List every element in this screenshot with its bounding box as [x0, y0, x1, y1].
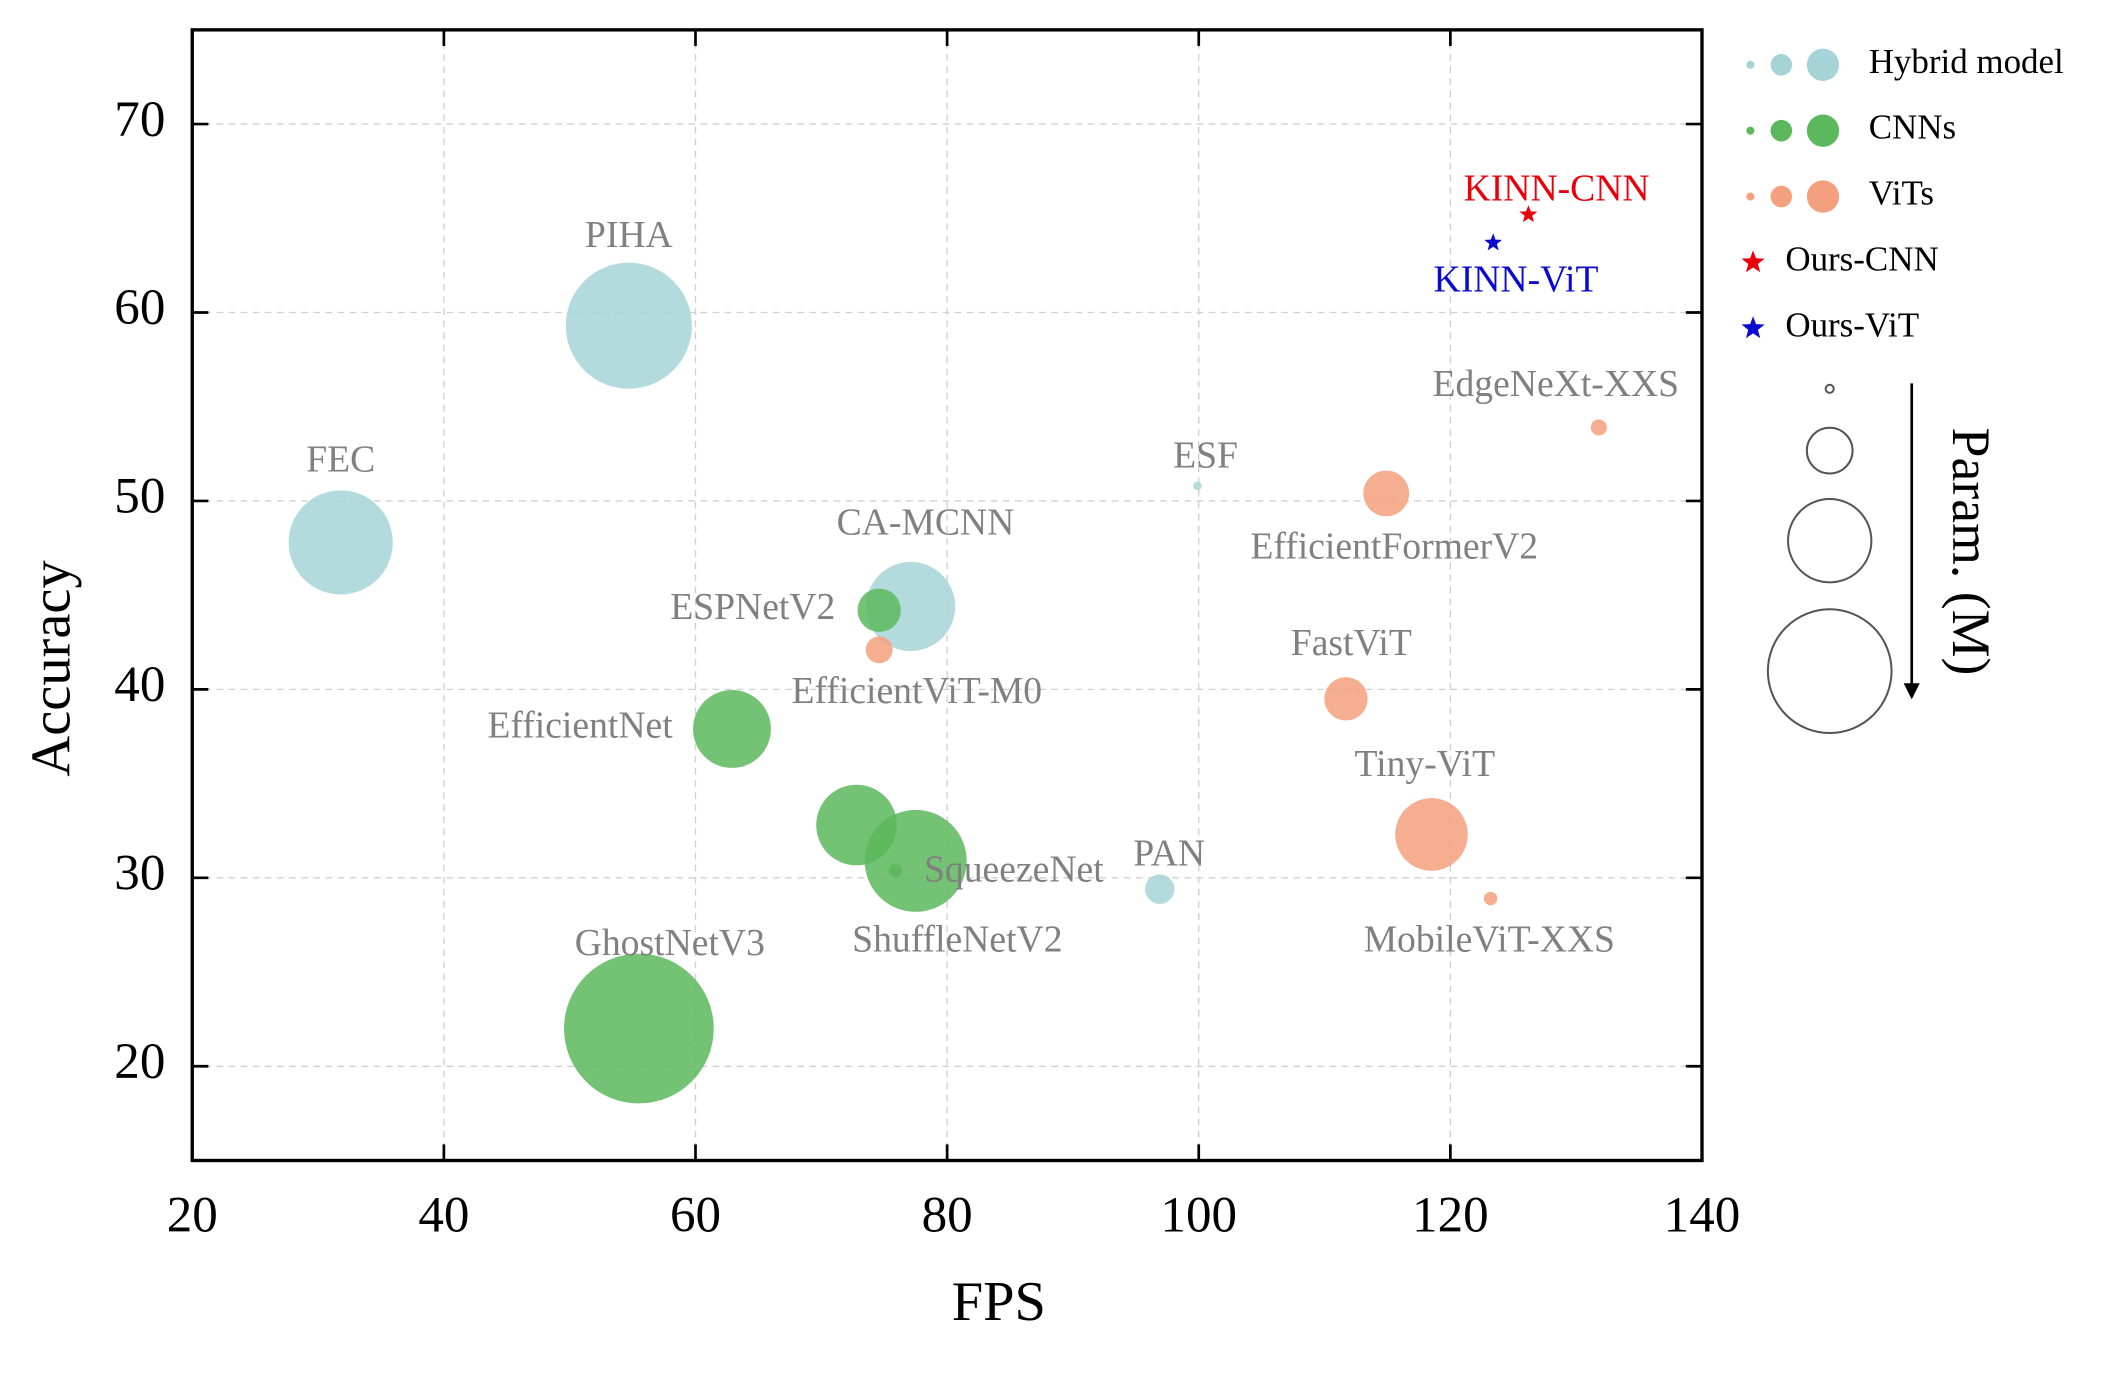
x-tick-label: 40: [418, 1186, 469, 1243]
bubble: [1145, 874, 1175, 904]
y-tick-label: 40: [114, 656, 165, 713]
x-tick-label: 100: [1160, 1186, 1237, 1243]
point-label: GhostNetV3: [575, 922, 765, 964]
legend-marker: [1806, 180, 1840, 213]
size-arrow-head: [1903, 683, 1920, 700]
size-legend-circle: [1824, 383, 1835, 394]
legend-label: CNNs: [1869, 108, 1956, 147]
x-tick-label: 80: [922, 1186, 973, 1243]
legend-marker: [1741, 316, 1765, 339]
y-tick-label: 70: [114, 91, 165, 148]
star-point: [1484, 233, 1503, 251]
x-tick-label: 120: [1412, 1186, 1489, 1243]
point-label: ShuffleNetV2: [852, 919, 1062, 961]
bubble: [1395, 798, 1468, 871]
size-legend-circle: [1805, 426, 1854, 475]
legend-marker: [1770, 119, 1793, 142]
bubble: [1363, 470, 1410, 517]
point-label: PIHA: [585, 214, 673, 256]
size-legend-circle: [1766, 608, 1893, 734]
size-legend: [1766, 383, 1920, 734]
marks: [288, 205, 1607, 1104]
legend-marker: [1746, 192, 1755, 201]
legend-marker: [1746, 60, 1755, 69]
x-axis-title: FPS: [952, 1271, 1046, 1333]
bubble: [1590, 419, 1607, 436]
legend-label: Hybrid model: [1869, 42, 2064, 81]
bubble: [864, 809, 967, 912]
point-label: FastViT: [1291, 622, 1412, 664]
legend-marker: [1770, 54, 1793, 76]
legend-marker: [1806, 48, 1840, 81]
bubble: [1193, 481, 1202, 491]
point-label: EdgeNeXt-XXS: [1433, 363, 1680, 405]
y-tick-label: 20: [114, 1033, 165, 1090]
legend-label: Ours-CNN: [1785, 239, 1938, 278]
x-tick-label: 60: [670, 1186, 721, 1243]
point-label: PAN: [1133, 833, 1205, 875]
y-tick-label: 50: [114, 468, 165, 525]
legend-label: Ours-ViT: [1785, 305, 1919, 344]
point-label: KINN-CNN: [1464, 167, 1650, 209]
size-legend-circle: [1787, 498, 1873, 584]
bubble: [565, 262, 692, 389]
point-labels: PIHA FEC CA-MCNN ESF PAN ESPNetV2 EfficientNet…: [306, 167, 1679, 964]
star-point: [1519, 205, 1538, 223]
bubble: [1324, 677, 1368, 721]
bubble: [857, 588, 901, 632]
bubble: [1483, 891, 1498, 906]
point-label: CA-MCNN: [837, 501, 1015, 543]
plot-frame: [190, 28, 1704, 1163]
legend-label: ViTs: [1869, 174, 1934, 213]
bubble: [865, 636, 893, 664]
point-label: MobileViT-XXS: [1364, 919, 1615, 961]
legend-marker: [1741, 250, 1765, 273]
point-label: EfficientFormerV2: [1250, 526, 1538, 568]
legend-marker: [1746, 126, 1755, 135]
point-label: EfficientViT-M0: [792, 670, 1043, 712]
point-label: ESPNetV2: [670, 586, 835, 628]
bubble: [693, 689, 771, 768]
x-tick-label: 140: [1664, 1186, 1741, 1243]
y-axis-title: Accuracy: [20, 560, 82, 776]
point-label: SqueezeNet: [924, 849, 1104, 891]
point-label: ESF: [1173, 435, 1238, 477]
y-tick-label: 60: [114, 279, 165, 336]
legend-marker: [1806, 114, 1840, 147]
point-label: Tiny-ViT: [1354, 743, 1495, 785]
bubble: [564, 953, 714, 1104]
point-label: EfficientNet: [487, 705, 673, 747]
bubble: [288, 490, 393, 595]
y-tick-label: 30: [114, 845, 165, 902]
legend-marker: [1770, 185, 1793, 208]
point-label: KINN-ViT: [1434, 259, 1599, 301]
point-label: FEC: [306, 439, 375, 481]
x-tick-label: 20: [167, 1186, 218, 1243]
size-legend-title: Param. (M): [1941, 428, 2001, 676]
